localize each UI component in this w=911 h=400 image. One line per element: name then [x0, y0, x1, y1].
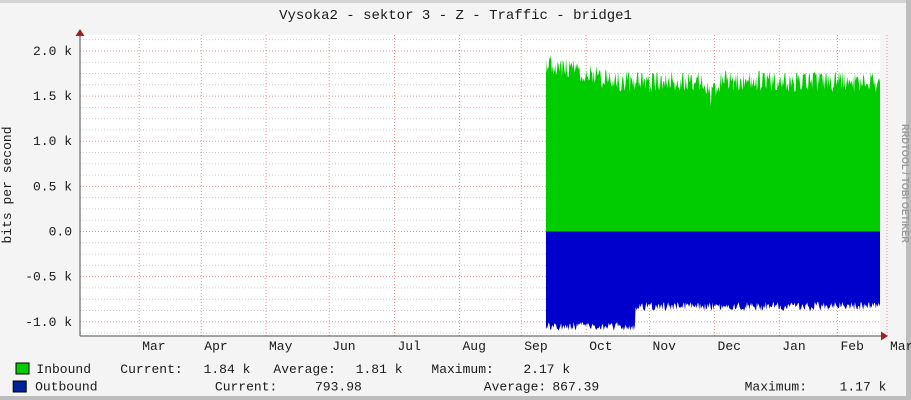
svg-text:Sep: Sep — [524, 339, 547, 354]
svg-text:Outbound: Outbound — [35, 379, 97, 394]
svg-text:0.5 k: 0.5 k — [33, 179, 72, 194]
svg-text:Jun: Jun — [332, 339, 355, 354]
svg-text:1.0 k: 1.0 k — [33, 134, 72, 149]
svg-text:1.5 k: 1.5 k — [33, 89, 72, 104]
svg-text:1.81 k: 1.81 k — [356, 362, 403, 377]
svg-text:Jan: Jan — [782, 339, 805, 354]
svg-text:Dec: Dec — [718, 339, 741, 354]
svg-text:Inbound: Inbound — [36, 362, 91, 377]
svg-text:RRDTOOL / TOBI OETIKER: RRDTOOL / TOBI OETIKER — [899, 124, 910, 244]
svg-text:Vysoka2 - sektor 3 - Z - Traff: Vysoka2 - sektor 3 - Z - Traffic - bridg… — [279, 8, 632, 24]
svg-text:1.84 k: 1.84 k — [204, 362, 251, 377]
svg-text:Average:: Average: — [273, 362, 335, 377]
svg-text:0.0: 0.0 — [49, 225, 72, 240]
svg-text:Maximum:: Maximum: — [431, 362, 493, 377]
svg-text:Mar: Mar — [890, 339, 911, 354]
svg-text:Average:: Average: — [484, 379, 546, 394]
svg-text:Current:: Current: — [215, 379, 277, 394]
svg-text:-1.0 k: -1.0 k — [25, 315, 72, 330]
svg-text:2.17 k: 2.17 k — [523, 362, 570, 377]
svg-text:Maximum:: Maximum: — [745, 379, 807, 394]
svg-text:Apr: Apr — [204, 339, 227, 354]
svg-text:Feb: Feb — [841, 339, 864, 354]
svg-text:bits per second: bits per second — [0, 126, 15, 243]
svg-text:Jul: Jul — [398, 339, 422, 354]
svg-text:May: May — [269, 339, 293, 354]
svg-text:793.98: 793.98 — [315, 379, 362, 394]
svg-text:Current:: Current: — [120, 362, 182, 377]
svg-text:-0.5 k: -0.5 k — [25, 270, 72, 285]
svg-text:Nov: Nov — [653, 339, 677, 354]
svg-text:867.39: 867.39 — [552, 379, 599, 394]
svg-text:Aug: Aug — [463, 339, 486, 354]
svg-text:1.17 k: 1.17 k — [840, 379, 887, 394]
svg-text:2.0 k: 2.0 k — [33, 44, 72, 59]
svg-text:Oct: Oct — [589, 339, 612, 354]
svg-text:Mar: Mar — [142, 339, 165, 354]
